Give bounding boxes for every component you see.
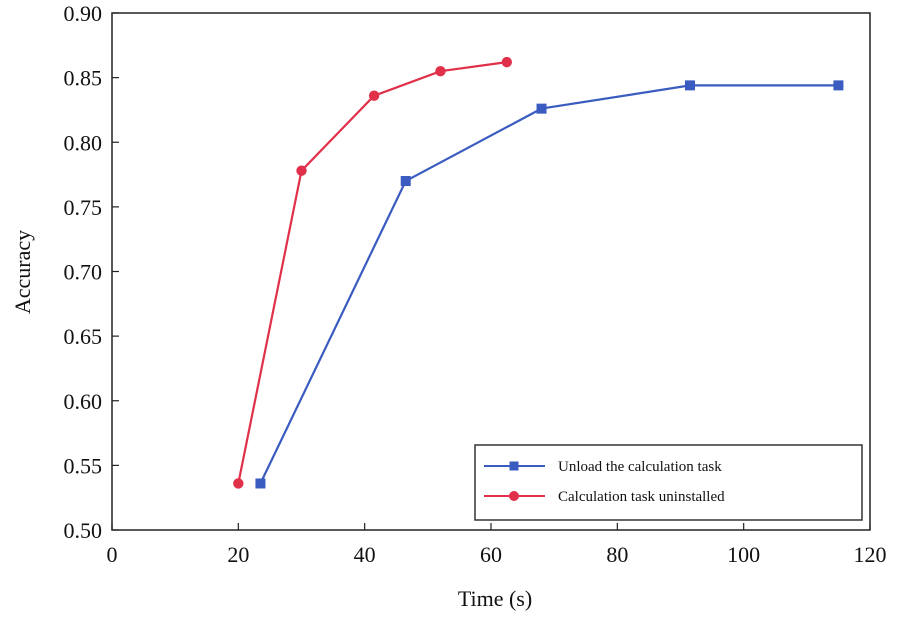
legend-label-blue: Unload the calculation task [558,459,722,475]
y-tick-label: 0.60 [64,389,103,414]
legend-label-red: Calculation task uninstalled [558,489,725,505]
data-point [501,56,512,68]
y-tick-label: 0.85 [64,66,103,91]
data-point [435,65,446,77]
data-point [684,80,695,91]
series-layer [233,56,844,489]
x-tick-label: 40 [354,542,376,567]
x-tick-label: 20 [227,542,249,567]
y-tick-label: 0.50 [64,518,103,543]
x-tick-label: 80 [606,542,628,567]
series-0 [255,80,844,489]
data-point [255,478,266,489]
legend-marker-red [509,491,519,501]
y-tick-label: 0.75 [64,195,103,220]
x-axis: 0 20 40 60 80 100 120 [107,523,887,567]
y-tick-label: 0.90 [64,1,103,26]
data-point [536,103,547,114]
data-point [296,165,307,176]
series-line [237,61,507,484]
data-point [833,80,844,91]
data-point [368,90,380,101]
x-axis-title: Time (s) [458,586,532,611]
series-1 [233,56,512,489]
y-axis-title: Accuracy [10,230,35,314]
x-tick-label: 60 [480,542,502,567]
y-tick-label: 0.55 [64,453,103,478]
legend: Unload the calculation task Calculation … [474,444,863,521]
data-point [233,478,244,489]
y-tick-label: 0.80 [64,130,103,155]
x-tick-label: 100 [727,542,760,567]
legend-box [474,444,863,521]
y-tick-label: 0.65 [64,324,103,349]
data-point [400,176,411,187]
x-tick-label: 0 [107,542,118,567]
y-tick-label: 0.70 [64,260,103,285]
series-line [259,84,839,484]
y-axis: 0.50 0.55 0.60 0.65 0.70 0.75 0.80 0.85 0.90 [64,1,119,543]
legend-marker-blue [509,461,519,471]
x-tick-label: 120 [854,542,887,567]
